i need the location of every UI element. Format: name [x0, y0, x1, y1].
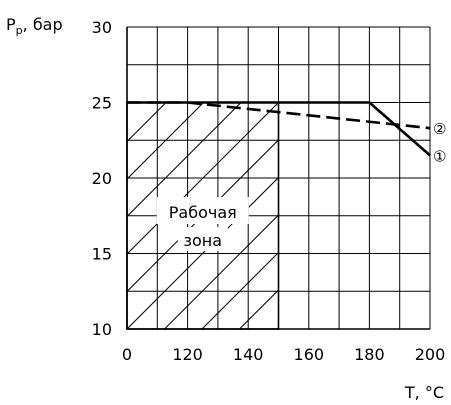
x-tick-label: 160: [294, 345, 325, 364]
hatch-line: [201, 251, 279, 329]
zone-label-bg-1: [156, 197, 249, 224]
y-tick-label: 30: [92, 18, 112, 37]
x-tick-labels: 0 120 140 160 180 200: [122, 345, 445, 364]
series-group: [127, 101, 431, 157]
zone-label-line2: зона: [183, 231, 222, 250]
zone-label-line1: Рабочая: [169, 203, 237, 222]
zone-label-bg-2: [177, 227, 228, 251]
x-tick-label: 180: [354, 345, 385, 364]
series-line-1: [127, 101, 431, 157]
y-tick-label: 25: [92, 94, 112, 113]
working-zone: Рабочая зона: [0, 101, 280, 330]
series-line-2: [127, 101, 431, 130]
y-tick-label: 20: [92, 169, 112, 188]
x-tick-label: 140: [233, 345, 264, 364]
hatch-line: [0, 103, 54, 330]
y-axis-label: Pр, бар: [6, 15, 63, 37]
x-tick-label: 200: [415, 345, 446, 364]
hatch-line: [127, 102, 129, 105]
hatch-line: [0, 103, 91, 330]
hatch-line: [0, 103, 16, 330]
series-labels: ①②: [433, 120, 446, 165]
hatch-line: [127, 102, 204, 180]
y-tick-label: 10: [92, 320, 112, 339]
x-tick-label: 120: [172, 345, 203, 364]
hatch-line: [239, 289, 279, 329]
x-tick-label: 0: [122, 345, 132, 364]
series-label-1: ①: [433, 147, 446, 165]
y-tick-label: 15: [92, 245, 112, 264]
x-axis-label: T, °C: [404, 383, 444, 402]
y-tick-labels: 10 15 20 25 30: [92, 18, 112, 339]
series-label-2: ②: [433, 120, 446, 138]
hatch-line: [127, 102, 167, 143]
